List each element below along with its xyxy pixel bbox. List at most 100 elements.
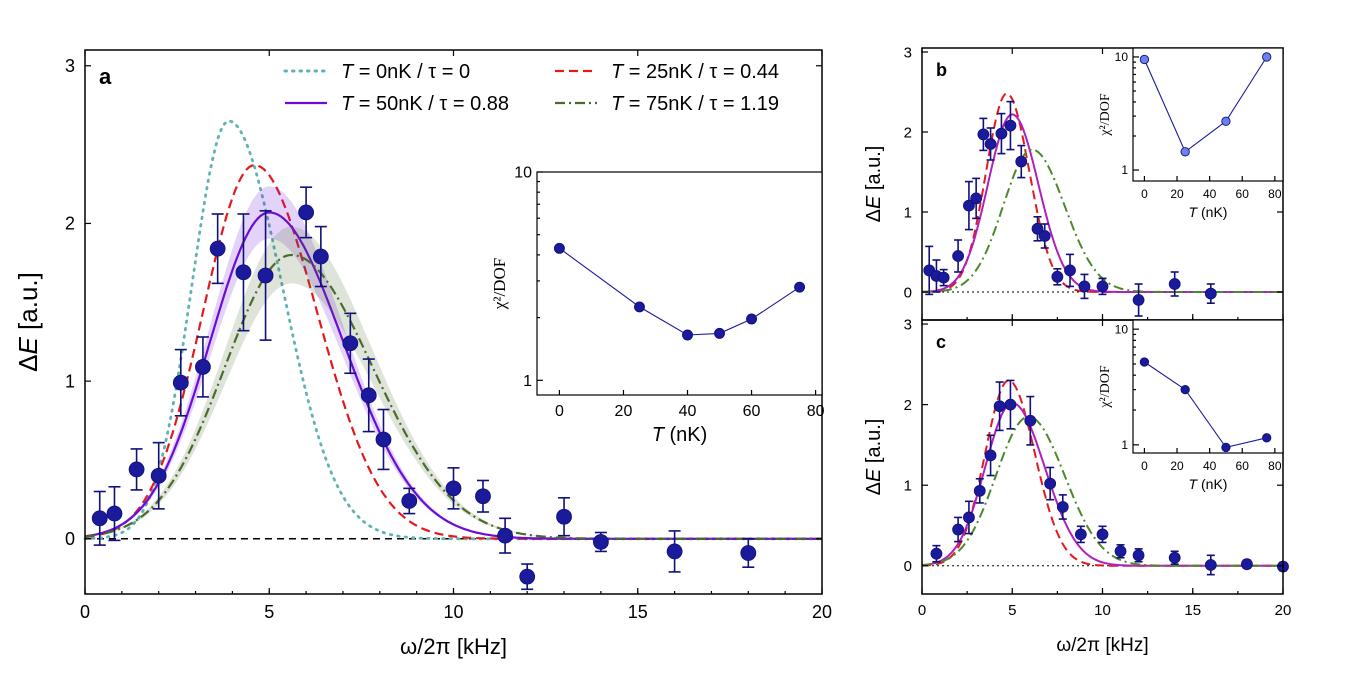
y-tick-label: 1 xyxy=(904,204,912,221)
y-tick-label: 1 xyxy=(904,477,912,494)
legend-label: T = 0nK / τ = 0 xyxy=(341,61,470,83)
data-point xyxy=(952,250,964,262)
data-point xyxy=(209,240,226,257)
x-tick-label: 10 xyxy=(1094,602,1111,619)
inset-x-tick-label: 20 xyxy=(1170,459,1184,473)
y-tick-label: 2 xyxy=(904,397,912,414)
legend-label: T = 75nK / τ = 1.19 xyxy=(611,93,779,115)
data-point xyxy=(519,568,536,585)
ylabel-var: E xyxy=(13,337,43,355)
data-point xyxy=(1132,294,1145,306)
inset-y-label: χ²/DOF xyxy=(1098,365,1113,409)
legend-var: T xyxy=(611,61,625,83)
inset-frame xyxy=(536,171,823,396)
x-axis-label: ω/2π [kHz] xyxy=(400,634,507,659)
data-point xyxy=(375,431,392,448)
data-point xyxy=(593,534,609,550)
data-point xyxy=(195,359,211,375)
panel-label: c xyxy=(936,332,946,352)
inset-y-tick-label: 10 xyxy=(1115,50,1129,64)
model-curve-dashed xyxy=(84,163,822,540)
y-axis-label: ΔE [a.u.] xyxy=(863,419,885,496)
data-point xyxy=(993,400,1006,413)
x-tick-label: 15 xyxy=(628,602,648,622)
data-point xyxy=(360,387,377,404)
data-point xyxy=(235,264,252,281)
inset-x-tick-label: 60 xyxy=(1236,459,1250,473)
legend-label: T = 25nK / τ = 0.44 xyxy=(611,61,779,83)
inset-y-tick-label: 10 xyxy=(1115,322,1129,336)
y-tick-label: 1 xyxy=(65,371,75,391)
data-point xyxy=(740,545,757,561)
data-point xyxy=(977,128,990,141)
inset-y-label: χ²/DOF xyxy=(1098,93,1113,137)
panel-label: b xyxy=(936,60,947,80)
data-point xyxy=(1114,545,1127,558)
inset-xlabel-unit: (nK) xyxy=(664,424,707,446)
data-point xyxy=(970,192,983,205)
y-tick-label: 3 xyxy=(904,316,912,333)
data-point xyxy=(1096,528,1109,541)
inset-xlabel-var: T xyxy=(652,424,666,446)
legend-text: = 50nK / τ = 0.88 xyxy=(353,93,509,115)
inset-point xyxy=(682,329,693,341)
inset-point xyxy=(794,281,806,293)
inset-x-tick-label: 80 xyxy=(1268,459,1282,473)
inset-frame xyxy=(1132,319,1284,454)
data-point xyxy=(445,480,462,497)
ylabel-prefix: Δ xyxy=(13,355,43,372)
inset-x-label: T (nK) xyxy=(1189,476,1228,492)
data-point xyxy=(257,267,274,284)
data-point xyxy=(1044,477,1057,490)
inset-y-label: χ²/DOF xyxy=(490,258,509,310)
x-tick-label: 5 xyxy=(264,602,274,622)
data-point xyxy=(963,199,975,212)
inset-xlabel-var: T xyxy=(1189,204,1199,220)
x-tick-label: 0 xyxy=(918,602,926,619)
data-point xyxy=(1015,155,1028,168)
data-point xyxy=(298,204,315,221)
inset-xlabel-unit: (nK) xyxy=(1197,476,1227,492)
inset-x-tick-label: 80 xyxy=(807,403,825,420)
ylabel-var: E xyxy=(863,195,885,209)
legend-text: = 75nK / τ = 1.19 xyxy=(623,93,779,115)
inset-line xyxy=(1143,56,1268,153)
y-tick-label: 0 xyxy=(65,529,75,549)
data-point xyxy=(666,543,683,560)
y-axis-label: ΔE [a.u.] xyxy=(13,272,43,372)
legend-label: T = 50nK / τ = 0.88 xyxy=(341,93,509,115)
inset-point xyxy=(1180,384,1190,395)
data-point xyxy=(342,335,359,352)
data-point xyxy=(1004,398,1017,411)
data-point xyxy=(312,248,329,265)
inset-frame xyxy=(1132,47,1284,182)
data-point xyxy=(1031,222,1044,235)
y-tick-label: 3 xyxy=(904,44,912,61)
data-point xyxy=(1056,501,1069,513)
inset-bg xyxy=(1133,320,1283,453)
inset-x-tick-label: 20 xyxy=(1170,187,1184,201)
data-point xyxy=(963,511,975,524)
inset-point xyxy=(1139,54,1150,65)
inset-point xyxy=(1262,433,1272,443)
inset-x-label: T (nK) xyxy=(652,424,708,446)
inset-point xyxy=(714,327,725,339)
data-point xyxy=(952,523,964,536)
data-point xyxy=(995,127,1008,140)
data-point xyxy=(401,493,418,509)
inset-point xyxy=(1139,357,1150,367)
data-point xyxy=(1074,528,1087,541)
data-point xyxy=(1204,287,1217,300)
inset-xlabel-var: T xyxy=(1189,476,1199,492)
x-tick-label: 10 xyxy=(443,602,463,622)
inset-x-label: T (nK) xyxy=(1189,204,1228,220)
data-point xyxy=(128,461,145,478)
y-tick-label: 0 xyxy=(904,558,912,575)
inset-y-tick-label: 1 xyxy=(1121,438,1128,452)
data-point xyxy=(1096,280,1109,293)
x-axis-label: ω/2π [kHz] xyxy=(1056,635,1148,656)
inset-bg xyxy=(537,172,822,395)
